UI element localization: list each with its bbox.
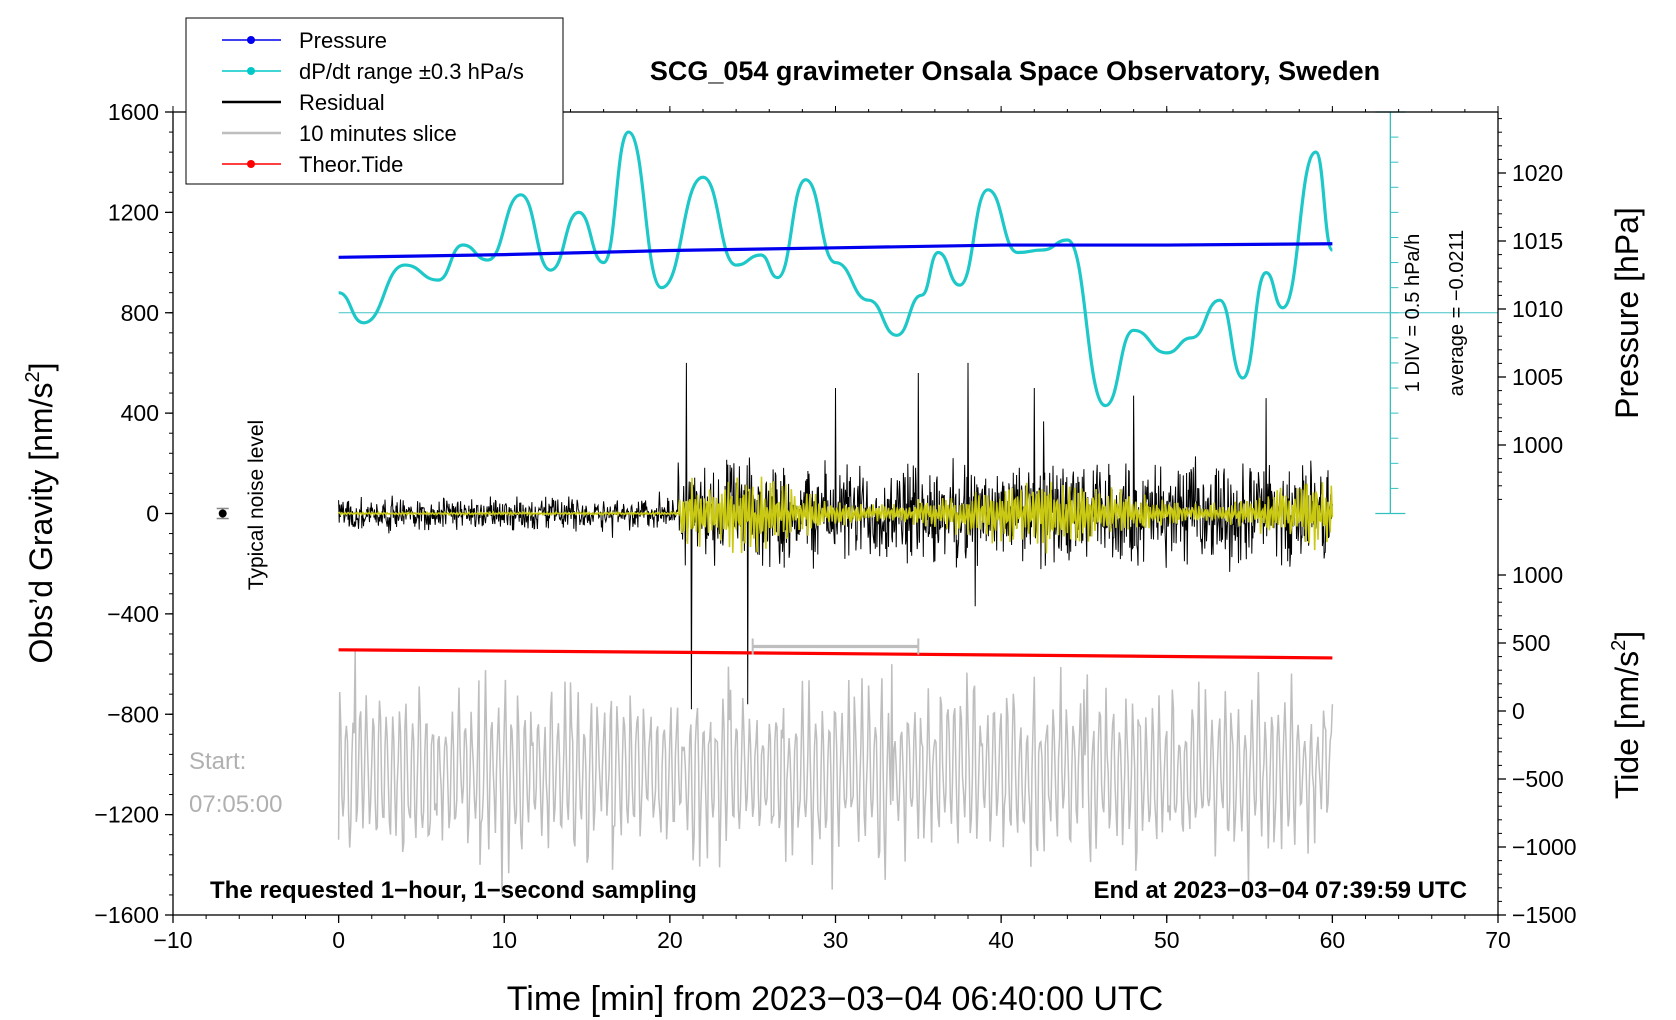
chart-title: SCG_054 gravimeter Onsala Space Observat… — [650, 56, 1380, 86]
average-annotation: average = −0.0211 — [1446, 230, 1468, 396]
x-tick-label: 0 — [332, 927, 345, 953]
tide-tick-label: 1000 — [1512, 562, 1563, 588]
y-axis-label-sup: 2 — [22, 371, 44, 382]
y-tick-label: 1200 — [108, 199, 159, 225]
y-axis-label-text: Obs’d Gravity [nm/s — [23, 383, 59, 664]
div-annotation: 1 DIV = 0.5 hPa/h — [1402, 234, 1424, 392]
pressure-series-line — [338, 242, 1333, 259]
pressure-tick-label: 1000 — [1512, 432, 1563, 458]
y-tick-label: 1600 — [108, 99, 159, 125]
x-tick-label: 50 — [1154, 927, 1180, 953]
pressure-tick-label: 1015 — [1512, 228, 1563, 254]
y-axis-label: Obs’d Gravity [nm/s2] — [22, 363, 59, 664]
legend-marker — [247, 67, 255, 75]
pressure-axis: 1000 1005 1010 1015 1020 — [1498, 118, 1563, 500]
x-axis: −10 0 10 20 30 40 50 60 70 — [153, 106, 1511, 953]
noise-level-label: Typical noise level — [245, 420, 268, 590]
legend: Pressure dP/dt range ±0.3 hPa/s Residual 10… — [185, 17, 564, 185]
legend-marker — [247, 160, 255, 168]
sampling-note: The requested 1−hour, 1−second sampling — [210, 877, 697, 904]
start-time: 07:05:00 — [189, 791, 282, 818]
y-axis-label-end: ] — [23, 363, 59, 372]
slice-series-line — [337, 648, 1334, 894]
x-tick-label: 60 — [1320, 927, 1346, 953]
y-tick-label: −1600 — [94, 902, 159, 928]
legend-label: Theor.Tide — [299, 152, 403, 177]
tide-axis-label-text: Tide [nm/s — [1609, 651, 1645, 799]
legend-label: 10 minutes slice — [299, 121, 457, 146]
gravity-axis: −1600 −1200 −800 −400 0 400 800 1200 1600 — [94, 99, 173, 928]
noise-marker — [218, 509, 227, 518]
start-label: Start: — [189, 748, 246, 775]
tide-series-line — [338, 648, 1333, 660]
x-tick-label: 70 — [1485, 927, 1511, 953]
y-tick-label: 0 — [146, 501, 159, 527]
residual-series-line — [338, 362, 1333, 710]
dpdt-series-line — [338, 130, 1334, 408]
y-tick-label: −1200 — [94, 802, 159, 828]
pressure-tick-label: 1010 — [1512, 296, 1563, 322]
tide-tick-label: −1000 — [1512, 834, 1577, 860]
tide-axis-label-end: ] — [1609, 631, 1645, 640]
tide-tick-label: −500 — [1512, 766, 1564, 792]
x-tick-label: 30 — [823, 927, 849, 953]
x-tick-label: 10 — [491, 927, 517, 953]
pressure-tick-label: 1005 — [1512, 364, 1563, 390]
tide-tick-label: 500 — [1512, 630, 1550, 656]
tide-axis-label: Tide [nm/s2] — [1608, 631, 1645, 799]
x-tick-label: 40 — [988, 927, 1014, 953]
tide-axis-label-sup: 2 — [1608, 640, 1630, 651]
x-tick-label: −10 — [153, 927, 192, 953]
tide-tick-label: 0 — [1512, 698, 1525, 724]
tide-axis: −1500 −1000 −500 0 500 1000 — [1498, 562, 1577, 928]
legend-label: dP/dt range ±0.3 hPa/s — [299, 59, 524, 84]
legend-label: Pressure — [299, 28, 387, 53]
y-tick-label: 400 — [121, 400, 159, 426]
tide-tick-label: −1500 — [1512, 902, 1577, 928]
filtered-residual-line — [338, 476, 1334, 554]
y-tick-label: 800 — [121, 300, 159, 326]
pressure-tick-label: 1020 — [1512, 160, 1563, 186]
end-time-note: End at 2023−03−04 07:39:59 UTC — [1093, 877, 1467, 904]
pressure-axis-label: Pressure [hPa] — [1609, 207, 1645, 419]
y-tick-label: −400 — [107, 601, 159, 627]
x-tick-label: 20 — [657, 927, 683, 953]
x-axis-label: Time [min] from 2023−03−04 06:40:00 UTC — [507, 980, 1163, 1018]
legend-label: Residual — [299, 90, 385, 115]
y-tick-label: −800 — [107, 701, 159, 727]
legend-marker — [247, 36, 255, 44]
